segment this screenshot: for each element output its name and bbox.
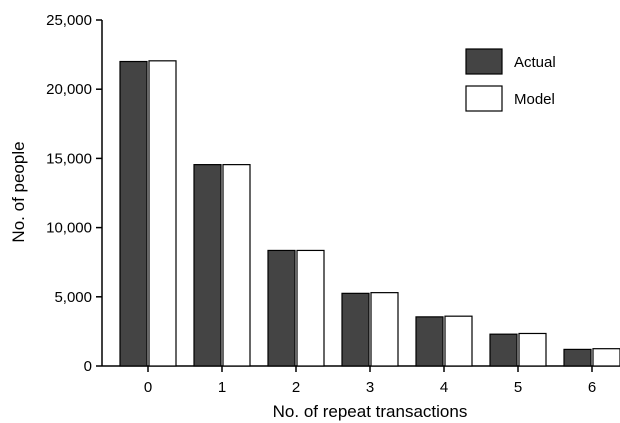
x-tick-label: 6 xyxy=(588,379,596,396)
y-tick-label: 10,000 xyxy=(46,220,92,237)
actual-bar-1 xyxy=(193,164,222,367)
actual-bar-4 xyxy=(415,316,444,367)
legend: Actual Model xyxy=(465,48,556,112)
actual-bar-3 xyxy=(341,292,370,367)
y-tick-label: 25,000 xyxy=(46,12,92,29)
legend-label-actual: Actual xyxy=(514,54,556,71)
x-axis-title: No. of repeat transactions xyxy=(273,402,468,421)
actual-bar-5 xyxy=(489,333,518,367)
model-bar-1 xyxy=(222,164,251,367)
y-tick-label: 15,000 xyxy=(46,150,92,167)
model-bar-5 xyxy=(518,332,547,367)
legend-swatch-actual xyxy=(465,48,503,75)
actual-bar-2 xyxy=(267,249,296,367)
x-tick-label: 5 xyxy=(514,379,522,396)
model-bar-4 xyxy=(444,315,473,367)
x-tick-label: 4 xyxy=(440,379,448,396)
y-tick-label: 20,000 xyxy=(46,81,92,98)
legend-swatch-model xyxy=(465,85,503,112)
x-tick-label: 3 xyxy=(366,379,374,396)
model-bar-6 xyxy=(592,348,620,367)
bars xyxy=(119,60,620,367)
legend-label-model: Model xyxy=(514,91,555,108)
actual-bar-6 xyxy=(563,348,592,367)
y-axis: 0 5,000 10,000 15,000 20,000 25,000 xyxy=(46,12,103,375)
y-tick-label: 5,000 xyxy=(54,289,92,306)
model-bar-0 xyxy=(148,60,177,367)
x-tick-label: 2 xyxy=(292,379,300,396)
x-tick-label: 1 xyxy=(218,379,226,396)
y-axis-title: No. of people xyxy=(9,141,28,242)
y-tick-label: 0 xyxy=(84,358,92,375)
actual-bar-0 xyxy=(119,60,148,367)
x-tick-label: 0 xyxy=(144,379,152,396)
x-axis: 0 1 2 3 4 5 6 xyxy=(102,365,620,396)
model-bar-2 xyxy=(296,249,325,367)
model-bar-3 xyxy=(370,292,399,367)
